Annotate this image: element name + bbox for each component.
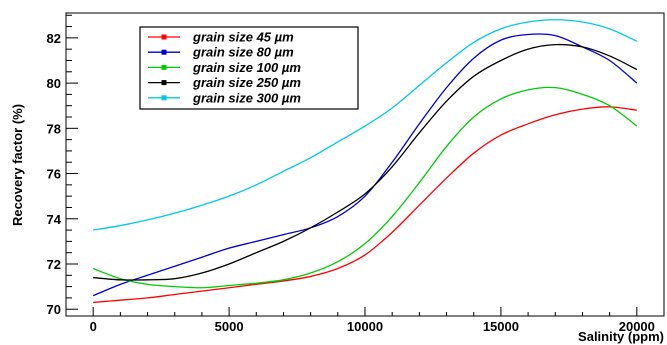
y-tick-label: 76 [47, 167, 61, 182]
x-tick-label: 20000 [619, 319, 655, 334]
series-line-3 [92, 86, 638, 289]
series-line-2 [92, 33, 638, 297]
x-tick-label: 0 [90, 319, 97, 334]
legend-swatch-marker [161, 49, 167, 55]
legend-swatch-marker [161, 34, 167, 40]
y-tick-label: 72 [47, 257, 61, 272]
legend-label: grain size 45 µm [192, 30, 294, 45]
y-axis-title: Recovery factor (%) [10, 104, 25, 226]
y-tick-label: 78 [47, 121, 61, 136]
x-tick-label: 15000 [483, 319, 519, 334]
series-line-4 [93, 43, 638, 281]
legend-label: grain size 100 µm [192, 60, 301, 75]
x-axis: 0 5000 10000 15000 20000 [90, 307, 655, 334]
series-line-5 [93, 19, 638, 231]
legend-swatch-marker [161, 80, 167, 86]
x-tick-label: 5000 [215, 319, 244, 334]
series-line-1 [93, 106, 637, 304]
y-tick-label: 82 [47, 31, 61, 46]
legend-label: grain size 300 µm [192, 90, 301, 105]
x-axis-title: Salinity (ppm) [578, 329, 664, 344]
legend-label: grain size 250 µm [192, 75, 301, 90]
y-axis: 70 72 74 76 78 80 82 [47, 14, 78, 317]
legend-swatch-marker [161, 64, 167, 70]
x-tick-label: 10000 [347, 319, 383, 334]
series-layer [92, 19, 638, 304]
legend-label: grain size 80 µm [192, 45, 294, 60]
y-tick-label: 74 [47, 212, 62, 227]
legend-swatch-marker [161, 95, 167, 101]
y-tick-label: 70 [47, 302, 61, 317]
y-tick-label: 80 [47, 76, 61, 91]
